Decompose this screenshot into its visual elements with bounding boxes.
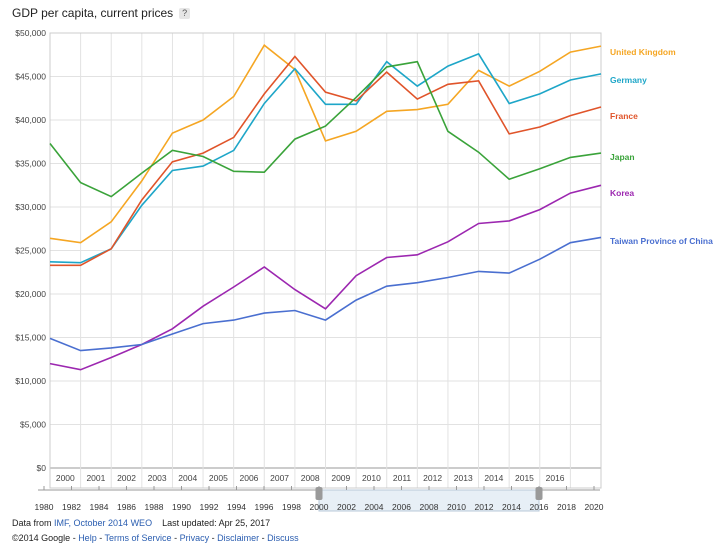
range-tick-label: 2008 <box>420 502 439 512</box>
help-icon[interactable]: ? <box>179 7 191 19</box>
x-tick-label: 2009 <box>331 473 350 483</box>
y-tick-label: $0 <box>37 463 47 473</box>
range-tick-label: 1986 <box>117 502 136 512</box>
range-tick-label: 2004 <box>365 502 384 512</box>
range-tick-label: 2000 <box>310 502 329 512</box>
series-line[interactable] <box>50 55 602 267</box>
series-line[interactable] <box>49 60 602 198</box>
y-tick-label: $5,000 <box>20 420 46 430</box>
copyright: ©2014 Google <box>12 533 71 543</box>
range-tick-label: 1984 <box>90 502 109 512</box>
y-tick-label: $40,000 <box>15 115 46 125</box>
x-tick-label: 2010 <box>362 473 381 483</box>
series-label[interactable]: United Kingdom <box>610 47 676 57</box>
series-line[interactable] <box>49 52 602 264</box>
series-line[interactable] <box>49 236 602 352</box>
x-tick-label: 2014 <box>484 473 503 483</box>
x-tick-label: 2011 <box>393 473 412 483</box>
help-link[interactable]: Help <box>78 533 97 543</box>
range-tick-label: 2018 <box>557 502 576 512</box>
source-link[interactable]: IMF, October 2014 WEO <box>54 518 153 528</box>
range-tick-label: 2020 <box>585 502 604 512</box>
range-tick-label: 1990 <box>172 502 191 512</box>
range-tick-label: 2014 <box>502 502 521 512</box>
disclaimer-link[interactable]: Disclaimer <box>217 533 260 543</box>
range-tick-label: 1992 <box>200 502 219 512</box>
series-label[interactable]: Korea <box>610 188 634 198</box>
series-line[interactable] <box>49 44 602 244</box>
range-handle[interactable] <box>535 487 543 500</box>
x-tick-label: 2000 <box>56 473 75 483</box>
x-tick-label: 2012 <box>423 473 442 483</box>
y-tick-label: $10,000 <box>15 376 46 386</box>
range-tick-label: 1994 <box>227 502 246 512</box>
range-tick-label: 1982 <box>62 502 81 512</box>
y-tick-label: $35,000 <box>15 159 46 169</box>
series-label[interactable]: Germany <box>610 75 647 85</box>
x-tick-label: 2004 <box>178 473 197 483</box>
x-tick-label: 2013 <box>454 473 473 483</box>
privacy-link[interactable]: Privacy <box>179 533 210 543</box>
source-prefix: Data from <box>12 518 52 528</box>
footer-links: ©2014 Google - Help - Terms of Service -… <box>12 533 299 543</box>
x-tick-label: 2015 <box>515 473 534 483</box>
x-tick-label: 2002 <box>117 473 136 483</box>
x-tick-label: 2016 <box>546 473 565 483</box>
terms-link[interactable]: Terms of Service <box>104 533 172 543</box>
x-tick-label: 2008 <box>301 473 320 483</box>
y-tick-label: $25,000 <box>15 246 46 256</box>
x-tick-label: 2005 <box>209 473 228 483</box>
last-updated: Last updated: Apr 25, 2017 <box>162 518 271 528</box>
series-label[interactable]: Taiwan Province of China <box>610 236 713 246</box>
x-tick-label: 2003 <box>148 473 167 483</box>
x-tick-label: 2001 <box>86 473 105 483</box>
range-handle[interactable] <box>315 487 323 500</box>
y-tick-label: $45,000 <box>15 72 46 82</box>
range-tick-label: 2006 <box>392 502 411 512</box>
range-tick-label: 1988 <box>145 502 164 512</box>
discuss-link[interactable]: Discuss <box>267 533 299 543</box>
range-tick-label: 2010 <box>447 502 466 512</box>
x-tick-label: 2007 <box>270 473 289 483</box>
chart-title-row: GDP per capita, current prices ? <box>12 6 191 20</box>
range-tick-label: 1998 <box>282 502 301 512</box>
y-tick-label: $15,000 <box>15 333 46 343</box>
chart-title: GDP per capita, current prices <box>12 6 174 20</box>
range-tick-label: 1980 <box>35 502 54 512</box>
range-tick-label: 1996 <box>255 502 274 512</box>
range-tick-label: 2012 <box>475 502 494 512</box>
range-tick-label: 2002 <box>337 502 356 512</box>
footer-source: Data from IMF, October 2014 WEO Last upd… <box>12 518 270 528</box>
series-label[interactable]: France <box>610 111 638 121</box>
y-tick-label: $30,000 <box>15 202 46 212</box>
plot-frame <box>49 32 602 489</box>
y-tick-label: $50,000 <box>15 28 46 38</box>
range-tick-label: 2016 <box>530 502 549 512</box>
y-tick-label: $20,000 <box>15 289 46 299</box>
gdp-line-chart: $0 $5,000 $10,000 $15,000 $20,000 $25,000 $30,… <box>15 28 713 512</box>
x-tick-label: 2006 <box>240 473 259 483</box>
series-label[interactable]: Japan <box>610 152 635 162</box>
